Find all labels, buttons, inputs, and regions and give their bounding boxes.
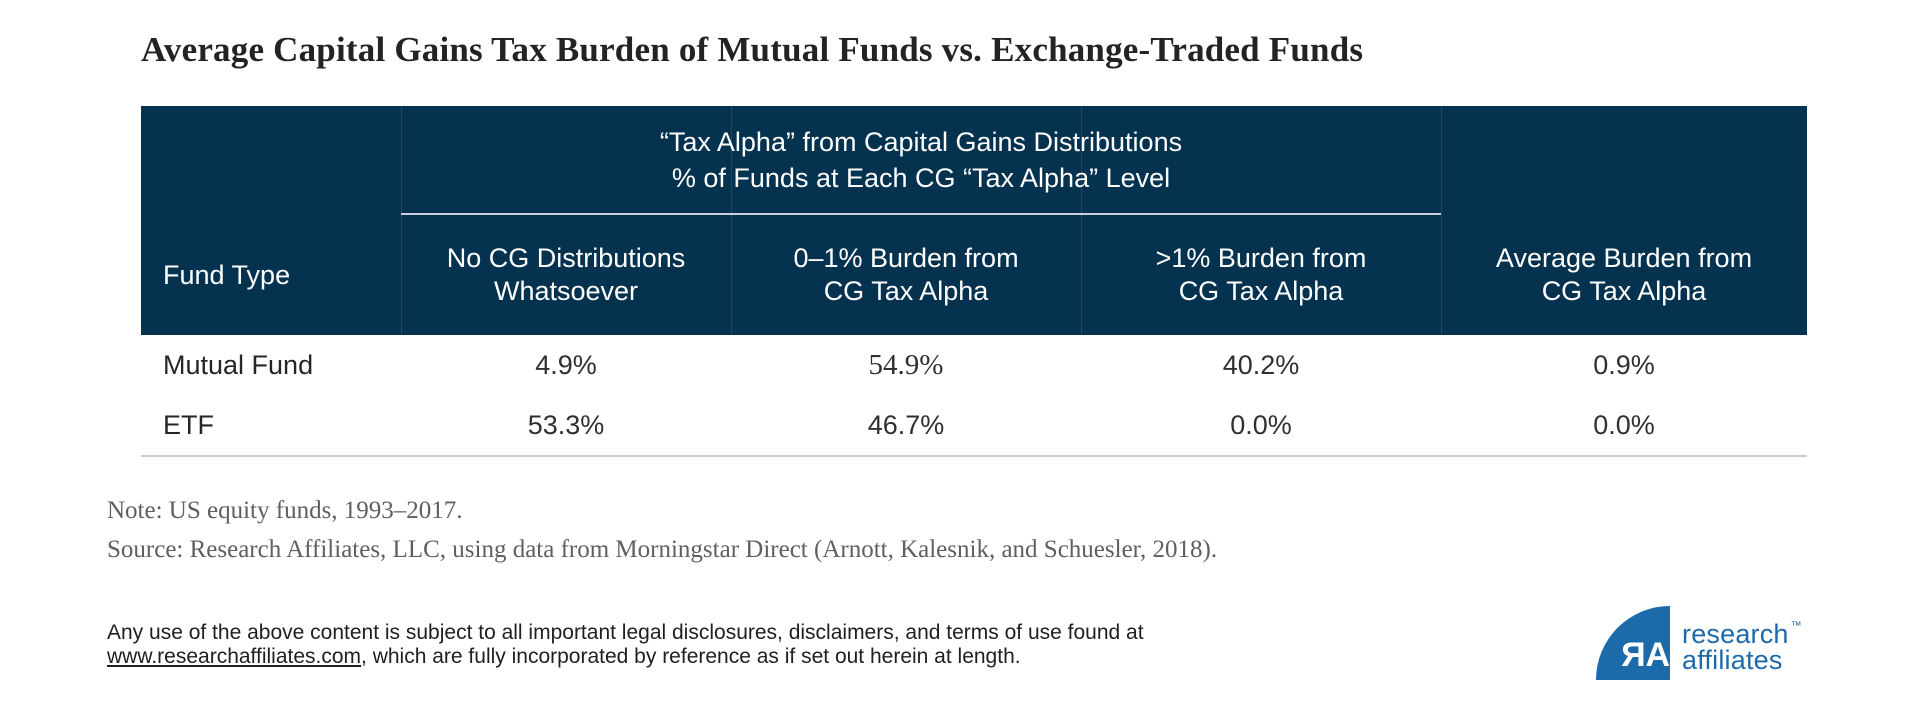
value-cell: 46.7% bbox=[867, 409, 945, 440]
value-cell: 53.3% bbox=[527, 409, 605, 440]
notes-block: Note: US equity funds, 1993–2017. Source… bbox=[107, 497, 1217, 564]
group-header-line2: % of Funds at Each CG “Tax Alpha” Level bbox=[671, 162, 1171, 193]
fund-type-cell: Mutual Fund bbox=[163, 349, 314, 380]
table-body: Mutual Fund 4.9% 54.9% 40.2% 0.9% ETF 53… bbox=[141, 335, 1807, 457]
column-header-line: CG Tax Alpha bbox=[1541, 276, 1707, 306]
value-cell: 0.0% bbox=[1230, 409, 1292, 440]
value-cell: 0.9% bbox=[1593, 349, 1655, 380]
legal-disclaimer: Any use of the above content is subject … bbox=[107, 621, 1144, 669]
trademark-symbol: ™ bbox=[1790, 620, 1802, 632]
ra-logo-mark-icon: RA bbox=[1596, 606, 1670, 680]
column-header-line: Whatsoever bbox=[493, 276, 639, 306]
column-header-line: Average Burden from bbox=[1495, 243, 1753, 273]
column-header-line: 0–1% Burden from bbox=[793, 243, 1019, 273]
header-column-divider bbox=[1441, 106, 1442, 335]
header-column-divider bbox=[401, 106, 402, 335]
column-header-line: CG Tax Alpha bbox=[823, 276, 989, 306]
column-header-gt-1pct-burden: >1% Burden from CG Tax Alpha bbox=[1081, 215, 1441, 335]
monogram-r: R bbox=[1623, 636, 1646, 674]
value-cell: 4.9% bbox=[535, 349, 597, 380]
researchaffiliates-link[interactable]: www.researchaffiliates.com bbox=[107, 645, 362, 668]
value-cell: 0.0% bbox=[1593, 409, 1655, 440]
column-header-line: CG Tax Alpha bbox=[1178, 276, 1344, 306]
column-header-fund-type: Fund Type bbox=[163, 259, 291, 290]
column-header-line: No CG Distributions bbox=[446, 243, 686, 273]
column-header-line: >1% Burden from bbox=[1155, 243, 1367, 273]
logo-wordmark: research ™ affiliates bbox=[1682, 613, 1802, 675]
page-title: Average Capital Gains Tax Burden of Mutu… bbox=[141, 30, 1364, 69]
value-cell: 54.9% bbox=[868, 348, 944, 381]
source-text: Source: Research Affiliates, LLC, using … bbox=[107, 536, 1218, 563]
column-header-0-1pct-burden: 0–1% Burden from CG Tax Alpha bbox=[731, 215, 1081, 335]
monogram-a: A bbox=[1645, 636, 1670, 674]
note-text: Note: US equity funds, 1993–2017. bbox=[107, 497, 463, 524]
logo-line1: research ™ bbox=[1682, 613, 1802, 649]
logo-research-text: research bbox=[1682, 619, 1789, 649]
header-column-divider bbox=[731, 106, 732, 335]
table-row-mutual-fund: Mutual Fund 4.9% 54.9% 40.2% 0.9% bbox=[141, 335, 1807, 395]
value-cell: 40.2% bbox=[1222, 349, 1300, 380]
fund-type-cell: ETF bbox=[163, 409, 214, 440]
ra-monogram: RA bbox=[1623, 636, 1670, 674]
research-affiliates-logo: RA research ™ affiliates bbox=[1596, 606, 1802, 680]
disclaimer-line1: Any use of the above content is subject … bbox=[107, 621, 1144, 644]
disclaimer-line2: www.researchaffiliates.com, which are fu… bbox=[107, 645, 1144, 669]
group-header-line1: “Tax Alpha” from Capital Gains Distribut… bbox=[659, 126, 1183, 157]
column-header-no-cg-distributions: No CG Distributions Whatsoever bbox=[401, 215, 731, 335]
tax-burden-table: “Tax Alpha” from Capital Gains Distribut… bbox=[141, 106, 1807, 457]
group-header-tax-alpha: “Tax Alpha” from Capital Gains Distribut… bbox=[401, 106, 1441, 215]
disclaimer-after-link: , which are fully incorporated by refere… bbox=[361, 645, 1021, 668]
logo-line2: affiliates bbox=[1682, 645, 1783, 675]
table-row-etf: ETF 53.3% 46.7% 0.0% 0.0% bbox=[141, 395, 1807, 457]
table-header: “Tax Alpha” from Capital Gains Distribut… bbox=[141, 106, 1807, 335]
header-column-divider bbox=[1081, 106, 1082, 335]
column-header-average-burden: Average Burden from CG Tax Alpha bbox=[1441, 215, 1807, 335]
